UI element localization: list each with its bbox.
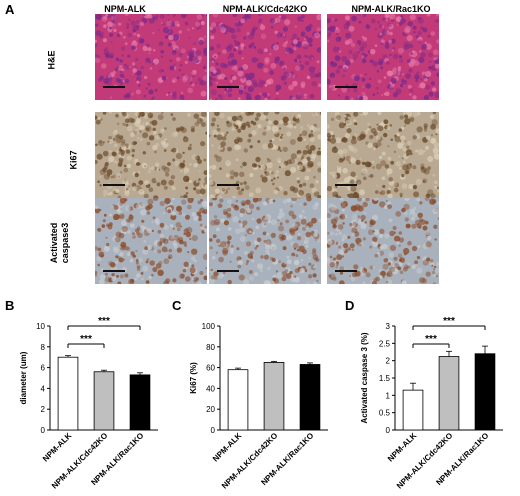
- scale-bar: [217, 184, 239, 186]
- row-label-he-text: H&E: [46, 50, 57, 70]
- y-tick-label: 1.5: [379, 374, 391, 383]
- y-tick-label: 80: [206, 343, 215, 352]
- y-tick-label: 0: [41, 426, 46, 435]
- y-tick-label: 2: [386, 357, 391, 366]
- panel-a-letter: A: [5, 2, 15, 17]
- significance-label: ***: [443, 316, 455, 327]
- bar: [263, 362, 285, 431]
- bar: [402, 389, 424, 431]
- y-tick-label: 3: [386, 322, 391, 331]
- y-tick-label: 8: [41, 343, 46, 352]
- y-tick-label: 10: [36, 322, 45, 331]
- y-axis-label: Activated caspase 3 (%): [360, 332, 369, 423]
- significance-label: ***: [425, 334, 437, 345]
- micrograph-he-3: [327, 14, 439, 100]
- y-tick-label: 6: [41, 364, 46, 373]
- row-label-ki67-text: Ki67: [68, 150, 79, 170]
- micrograph-ki67-1: [95, 112, 207, 198]
- micrograph-he-1: [95, 14, 207, 100]
- category-label: NPM-ALK: [386, 431, 419, 464]
- panel-d-letter: D: [345, 298, 355, 313]
- y-tick-label: 100: [202, 322, 216, 331]
- scale-bar: [335, 86, 357, 88]
- row-label-caspase3-line2: caspase3: [60, 222, 70, 264]
- y-tick-label: 2: [41, 405, 46, 414]
- y-tick-label: 0: [211, 426, 216, 435]
- row-label-caspase3-line1: Activated: [49, 222, 59, 264]
- scale-bar: [103, 86, 125, 88]
- column-header-npm-alk: NPM-ALK: [104, 4, 146, 14]
- y-tick-label: 4: [41, 384, 46, 393]
- bar: [57, 356, 79, 431]
- panel-b-letter: B: [5, 298, 15, 313]
- scale-bar: [103, 184, 125, 186]
- y-tick-label: 2.5: [379, 339, 391, 348]
- significance-label: ***: [98, 316, 110, 327]
- y-tick-label: 40: [206, 384, 215, 393]
- row-label-ki67: Ki67: [69, 140, 80, 180]
- category-label: NPM-ALK: [41, 431, 74, 464]
- panel-c-letter: C: [172, 298, 182, 313]
- category-label: NPM-ALK: [211, 431, 244, 464]
- significance-label: ***: [80, 334, 92, 345]
- micrograph-he-2: [209, 14, 321, 100]
- chart-caspase3: 0 0.5 1 1.5 2 2.5 3 Activated caspase 3 (%) NPM-…: [360, 316, 503, 491]
- scale-bar: [217, 270, 239, 272]
- y-tick-label: 20: [206, 405, 215, 414]
- column-header-cdc42ko: NPM-ALK/Cdc42KO: [222, 4, 308, 14]
- y-tick-label: 0: [386, 426, 391, 435]
- bar: [129, 374, 151, 431]
- micrograph-ki67-3: [327, 112, 439, 198]
- y-tick-label: 1: [386, 391, 391, 400]
- y-tick-label: 60: [206, 364, 215, 373]
- y-tick-label: 0.5: [379, 409, 391, 418]
- bar: [474, 353, 496, 431]
- micrograph-casp-1: [95, 198, 207, 284]
- scale-bar: [335, 184, 357, 186]
- micrograph-casp-2: [209, 198, 321, 284]
- y-axis-label: diameter (um): [19, 351, 28, 404]
- bar: [438, 356, 460, 431]
- row-label-caspase3: Activated caspase3: [49, 203, 71, 283]
- scale-bar: [335, 270, 357, 272]
- bar: [227, 369, 249, 431]
- y-axis-label: Ki67 (%): [189, 362, 198, 394]
- bar: [93, 371, 115, 431]
- bar: [299, 364, 321, 431]
- column-header-rac1ko: NPM-ALK/Rac1KO: [351, 4, 431, 14]
- scale-bar: [103, 270, 125, 272]
- micrograph-ki67-2: [209, 112, 321, 198]
- row-label-he: H&E: [47, 40, 58, 80]
- micrograph-casp-3: [327, 198, 439, 284]
- scale-bar: [217, 86, 239, 88]
